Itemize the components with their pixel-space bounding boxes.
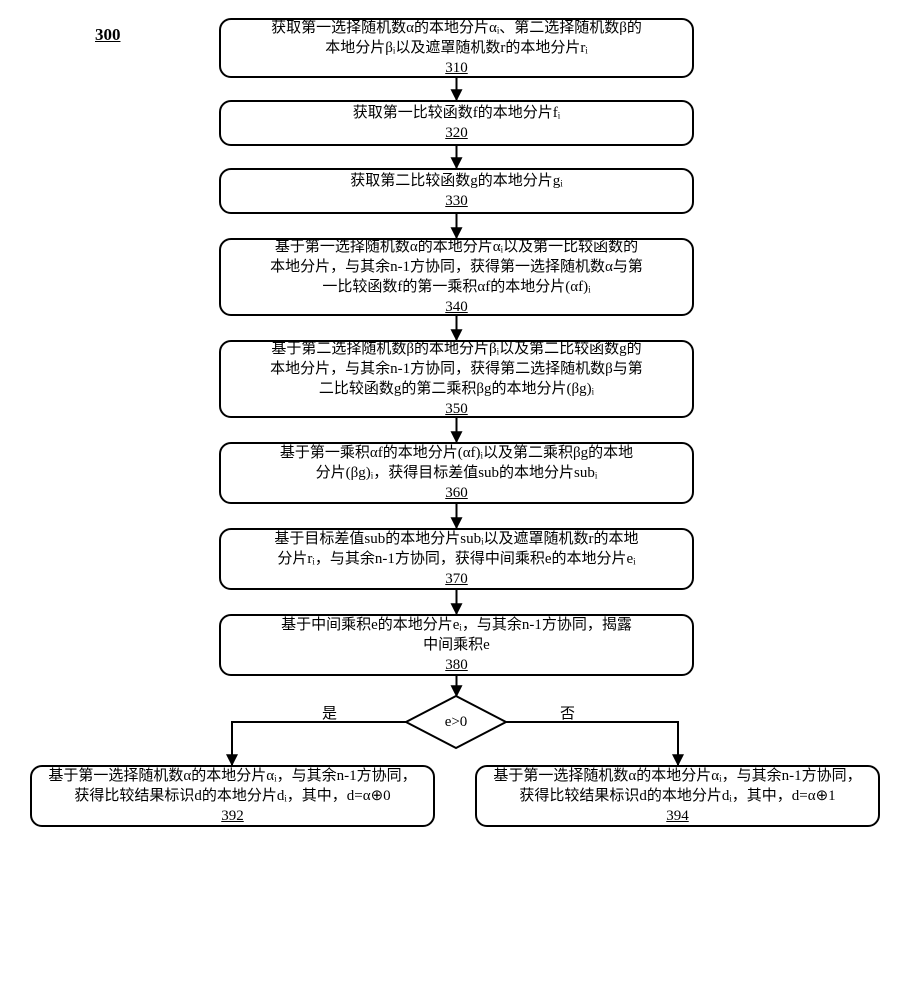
flow-node-text: 获取第一比较函数f的本地分片fᵢ xyxy=(353,103,560,123)
flow-node-number: 394 xyxy=(666,806,689,826)
flow-node-394: 基于第一选择随机数α的本地分片αᵢ，与其余n-1方协同， 获得比较结果标识d的本… xyxy=(475,765,880,827)
figure-number-label: 300 xyxy=(95,25,121,45)
flow-node-text: 基于第一选择随机数α的本地分片αᵢ，与其余n-1方协同， 获得比较结果标识d的本… xyxy=(493,766,861,807)
flow-node-350: 基于第二选择随机数β的本地分片βᵢ以及第二比较函数g的 本地分片，与其余n-1方… xyxy=(219,340,694,418)
flow-node-number: 340 xyxy=(445,297,468,317)
flow-node-number: 330 xyxy=(445,191,468,211)
flow-node-number: 350 xyxy=(445,399,468,419)
decision-node: e>0 xyxy=(406,696,506,748)
flow-node-340: 基于第一选择随机数α的本地分片αᵢ以及第一比较函数的 本地分片，与其余n-1方协… xyxy=(219,238,694,316)
edge-label: 否 xyxy=(560,702,575,723)
flow-node-number: 392 xyxy=(221,806,244,826)
flow-node-text: 基于目标差值sub的本地分片subᵢ以及遮罩随机数r的本地 分片rᵢ，与其余n-… xyxy=(274,529,638,570)
flow-node-320: 获取第一比较函数f的本地分片fᵢ320 xyxy=(219,100,694,146)
flow-node-number: 320 xyxy=(445,123,468,143)
flow-node-360: 基于第一乘积αf的本地分片(αf)ᵢ以及第二乘积βg的本地 分片(βg)ᵢ，获得… xyxy=(219,442,694,504)
flow-node-text: 基于第二选择随机数β的本地分片βᵢ以及第二比较函数g的 本地分片，与其余n-1方… xyxy=(270,339,643,400)
flow-node-392: 基于第一选择随机数α的本地分片αᵢ，与其余n-1方协同， 获得比较结果标识d的本… xyxy=(30,765,435,827)
flowchart-canvas: 300 获取第一选择随机数α的本地分片αᵢ、第二选择随机数β的 本地分片βᵢ以及… xyxy=(0,0,912,1000)
edge-label: 是 xyxy=(322,702,337,723)
flow-node-370: 基于目标差值sub的本地分片subᵢ以及遮罩随机数r的本地 分片rᵢ，与其余n-… xyxy=(219,528,694,590)
flow-node-number: 310 xyxy=(445,58,468,78)
flow-node-text: 基于第一选择随机数α的本地分片αᵢ，与其余n-1方协同， 获得比较结果标识d的本… xyxy=(48,766,416,807)
flow-node-text: 获取第一选择随机数α的本地分片αᵢ、第二选择随机数β的 本地分片βᵢ以及遮罩随机… xyxy=(271,18,642,59)
flow-node-330: 获取第二比较函数g的本地分片gᵢ330 xyxy=(219,168,694,214)
flow-node-text: 基于第一乘积αf的本地分片(αf)ᵢ以及第二乘积βg的本地 分片(βg)ᵢ，获得… xyxy=(280,443,633,484)
flow-node-number: 370 xyxy=(445,569,468,589)
flow-node-number: 380 xyxy=(445,655,468,675)
decision-label: e>0 xyxy=(406,696,506,748)
flow-node-text: 基于第一选择随机数α的本地分片αᵢ以及第一比较函数的 本地分片，与其余n-1方协… xyxy=(270,237,643,298)
flow-node-380: 基于中间乘积e的本地分片eᵢ，与其余n-1方协同，揭露 中间乘积e380 xyxy=(219,614,694,676)
flow-node-310: 获取第一选择随机数α的本地分片αᵢ、第二选择随机数β的 本地分片βᵢ以及遮罩随机… xyxy=(219,18,694,78)
flow-node-text: 获取第二比较函数g的本地分片gᵢ xyxy=(350,171,562,191)
flow-node-text: 基于中间乘积e的本地分片eᵢ，与其余n-1方协同，揭露 中间乘积e xyxy=(281,615,632,656)
flow-node-number: 360 xyxy=(445,483,468,503)
